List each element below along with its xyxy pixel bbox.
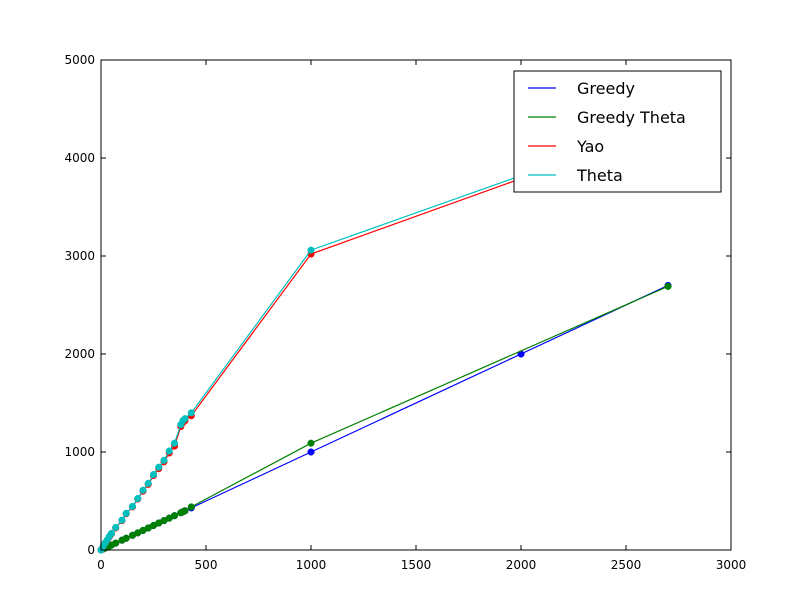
x-tick-label: 500 (195, 558, 218, 572)
x-tick-label: 1500 (401, 558, 432, 572)
data-point (664, 282, 672, 290)
data-point (170, 439, 179, 447)
y-tick-label: 5000 (64, 53, 95, 67)
x-tick-label: 3000 (716, 558, 747, 572)
data-point (112, 539, 120, 547)
data-point (149, 470, 158, 479)
data-point (139, 486, 147, 494)
legend-label: Yao (576, 137, 604, 156)
data-point (122, 509, 130, 517)
series-layer (97, 172, 672, 554)
data-point (160, 456, 168, 464)
data-point (170, 512, 179, 520)
data-point (128, 502, 137, 510)
data-point (134, 495, 142, 503)
legend: Greedy Greedy Theta Yao Theta (513, 70, 722, 193)
data-point (107, 529, 116, 537)
legend-label: Greedy (577, 79, 635, 98)
data-point (181, 415, 189, 423)
legend-item: Greedy (528, 79, 635, 98)
data-point (118, 516, 126, 524)
y-tick-label: 0 (87, 543, 95, 557)
x-tick-label: 2500 (611, 558, 642, 572)
data-point (187, 503, 195, 511)
x-tick-label: 1000 (296, 558, 327, 572)
legend-label: Theta (576, 166, 623, 185)
y-tick-label: 1000 (64, 445, 95, 459)
data-point (307, 439, 315, 447)
data-point (122, 534, 130, 542)
data-point (187, 409, 195, 417)
y-tick-label: 2000 (64, 347, 95, 361)
data-point (155, 463, 163, 471)
x-axis: 0 500 1000 1500 2000 2500 3000 (97, 60, 746, 572)
data-point (144, 479, 152, 487)
x-tick-label: 2000 (506, 558, 537, 572)
data-point (307, 448, 315, 456)
y-axis: 0 1000 2000 3000 4000 5000 (64, 53, 731, 557)
data-point (165, 447, 173, 455)
data-point (181, 507, 189, 515)
y-tick-label: 3000 (64, 249, 95, 263)
legend-item: Theta (528, 166, 623, 185)
y-tick-label: 4000 (64, 151, 95, 165)
data-point (112, 523, 120, 532)
legend-item: Greedy Theta (528, 108, 686, 127)
legend-item: Yao (528, 137, 604, 156)
data-point (307, 246, 315, 254)
legend-box (513, 70, 722, 193)
x-tick-label: 0 (97, 558, 105, 572)
legend-label: Greedy Theta (577, 108, 686, 127)
